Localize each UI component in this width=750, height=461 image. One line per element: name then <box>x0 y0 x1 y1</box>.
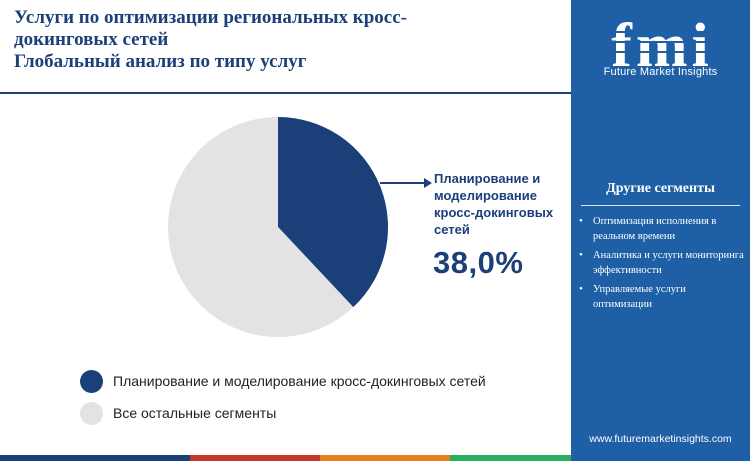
segment-item: Управляемые услуги оптимизации <box>577 282 745 312</box>
callout-label-line: моделирование <box>434 188 537 203</box>
sidebar-panel: fmi Future Market Insights Другие сегмен… <box>571 0 750 461</box>
callout-value: 38,0% <box>433 245 524 280</box>
legend-label: Планирование и моделирование кросс-докин… <box>113 373 486 389</box>
chart-legend: Планирование и моделирование кросс-докин… <box>80 365 486 429</box>
segment-item: Оптимизация исполнения в реальном времен… <box>577 214 745 244</box>
segment-item: Аналитика и услуги мониторинга эффективн… <box>577 248 745 278</box>
segments-list: Оптимизация исполнения в реальном времен… <box>577 214 745 316</box>
fmi-logo-icon: fmi <box>605 12 719 80</box>
bar-segment <box>450 455 571 461</box>
callout-label-line: сетей <box>434 222 470 237</box>
bar-segment <box>0 455 190 461</box>
callout-label: Планирование и моделирование кросс-докин… <box>434 170 574 238</box>
svg-text:fmi: fmi <box>611 12 713 80</box>
legend-item: Все остальные сегменты <box>80 397 486 429</box>
legend-swatch <box>80 401 103 425</box>
title-line-2: докинговых сетей <box>14 29 169 50</box>
legend-item: Планирование и моделирование кросс-докин… <box>80 365 486 397</box>
title-line-1: Услуги по оптимизации региональных кросс… <box>14 7 407 28</box>
title-divider <box>0 92 571 94</box>
title-line-3: Глобальный анализ по типу услуг <box>14 51 307 72</box>
segments-title: Другие сегменты <box>606 181 715 196</box>
segments-divider <box>581 205 740 206</box>
callout-label-line: Планирование и <box>434 171 541 186</box>
bar-segment <box>320 455 450 461</box>
brand-name: Future Market Insights <box>603 66 718 78</box>
legend-swatch <box>80 369 103 393</box>
pie-slice-network-planning <box>278 117 388 308</box>
website-link[interactable]: www.futuremarketinsights.com <box>589 433 732 445</box>
bottom-color-bar <box>0 455 571 461</box>
pie-chart <box>168 117 388 337</box>
callout-arrow-icon <box>380 178 432 188</box>
legend-label: Все остальные сегменты <box>113 405 277 421</box>
callout-label-line: кросс-докинговых <box>434 205 554 220</box>
bar-segment <box>190 455 320 461</box>
chart-title: Услуги по оптимизации региональных кросс… <box>14 7 554 73</box>
pie-slice-other-segments <box>168 117 354 337</box>
